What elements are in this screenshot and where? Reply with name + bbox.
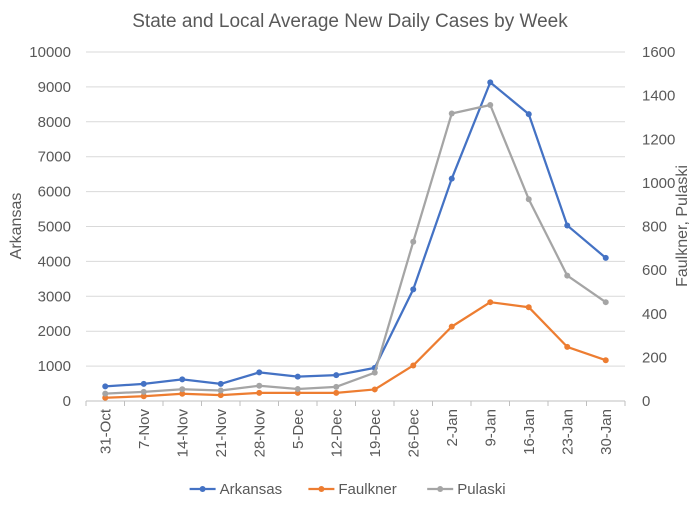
- series-line: [105, 81, 607, 388]
- right-tick-label: 400: [642, 306, 667, 323]
- left-y-axis: 0 1000 2000 3000 4000 5000 6000 7000 8000 9000 100…: [29, 44, 71, 410]
- x-tick-label: 23-Jan: [559, 409, 576, 455]
- data-point: [217, 387, 224, 394]
- x-tick-label: 26-Dec: [405, 409, 422, 458]
- data-point: [102, 383, 109, 390]
- data-point: [602, 357, 609, 364]
- right-axis-label: Faulkner, Pulaski: [674, 165, 691, 287]
- data-point: [102, 394, 109, 401]
- data-point: [217, 392, 224, 399]
- data-point: [410, 362, 417, 369]
- data-point: [525, 111, 532, 118]
- series-line: [105, 301, 607, 399]
- left-tick-label: 8000: [38, 114, 71, 131]
- data-point: [294, 386, 301, 393]
- left-tick-label: 4000: [38, 253, 71, 270]
- x-tick-label: 28-Nov: [251, 409, 268, 458]
- left-tick-label: 0: [63, 393, 71, 410]
- data-point: [602, 254, 609, 261]
- data-point: [371, 369, 378, 376]
- data-point: [217, 380, 224, 387]
- legend-marker: [199, 486, 206, 492]
- data-point: [371, 386, 378, 393]
- x-tick-label: 14-Nov: [174, 409, 191, 458]
- data-point: [256, 382, 263, 389]
- right-tick-label: 1400: [642, 88, 675, 105]
- series-line: [105, 103, 607, 395]
- data-point: [179, 386, 186, 393]
- right-tick-label: 800: [642, 219, 667, 236]
- data-point: [448, 110, 455, 117]
- x-tick-label: 7-Nov: [136, 409, 153, 450]
- data-point: [487, 79, 494, 86]
- data-point: [487, 299, 494, 306]
- x-tick-label: 30-Jan: [598, 409, 615, 455]
- data-point: [256, 369, 263, 376]
- series-lines: [102, 79, 609, 401]
- data-point: [602, 299, 609, 306]
- data-point: [333, 383, 340, 390]
- data-point: [294, 373, 301, 380]
- x-tick-label: 12-Dec: [328, 409, 345, 458]
- right-tick-label: 1600: [642, 44, 675, 61]
- legend-label: Faulkner: [338, 481, 396, 498]
- data-point: [525, 304, 532, 311]
- data-point: [564, 222, 571, 229]
- data-point: [410, 238, 417, 245]
- x-tick-label: 16-Jan: [521, 409, 538, 455]
- right-tick-label: 600: [642, 262, 667, 279]
- left-tick-label: 7000: [38, 149, 71, 166]
- x-tick-label: 31-Oct: [97, 408, 114, 454]
- left-tick-label: 5000: [38, 219, 71, 236]
- gridlines: [86, 51, 625, 367]
- data-point: [564, 272, 571, 279]
- chart-title: State and Local Average New Daily Cases …: [132, 11, 568, 32]
- data-point: [333, 372, 340, 379]
- left-tick-label: 1000: [38, 358, 71, 375]
- left-axis-label: Arkansas: [8, 193, 25, 260]
- data-point: [140, 380, 147, 387]
- data-point: [333, 389, 340, 396]
- data-point: [487, 102, 494, 109]
- right-tick-label: 1200: [642, 131, 675, 148]
- left-tick-label: 2000: [38, 323, 71, 340]
- legend: Arkansas Faulkner Pulaski: [189, 481, 506, 498]
- data-point: [525, 196, 532, 203]
- right-tick-label: 1000: [642, 175, 675, 192]
- data-point: [448, 175, 455, 182]
- legend-label: Pulaski: [457, 481, 505, 498]
- data-point: [564, 343, 571, 350]
- data-point: [410, 286, 417, 293]
- right-tick-label: 200: [642, 349, 667, 366]
- legend-marker: [437, 486, 444, 492]
- left-tick-label: 10000: [29, 44, 71, 61]
- left-tick-label: 3000: [38, 288, 71, 305]
- x-axis: 31-Oct 7-Nov 14-Nov 21-Nov 28-Nov 5-Dec 12-Dec…: [85, 400, 626, 458]
- right-y-axis: 0 200 400 600 800 1000 1200 1400 1600: [642, 44, 675, 410]
- x-tick-label: 2-Jan: [444, 409, 461, 447]
- right-tick-label: 0: [642, 393, 650, 410]
- data-point: [140, 388, 147, 395]
- x-tick-label: 5-Dec: [290, 409, 307, 450]
- x-tick-label: 21-Nov: [213, 409, 230, 458]
- data-point: [140, 393, 147, 400]
- data-point: [102, 390, 109, 397]
- x-tick-label: 19-Dec: [367, 409, 384, 458]
- data-point: [256, 389, 263, 396]
- legend-label: Arkansas: [220, 481, 283, 498]
- data-point: [448, 323, 455, 330]
- data-point: [179, 390, 186, 397]
- left-tick-label: 6000: [38, 184, 71, 201]
- data-point: [179, 376, 186, 383]
- left-tick-label: 9000: [38, 79, 71, 96]
- x-tick-label: 9-Jan: [482, 409, 499, 447]
- legend-marker: [318, 486, 325, 492]
